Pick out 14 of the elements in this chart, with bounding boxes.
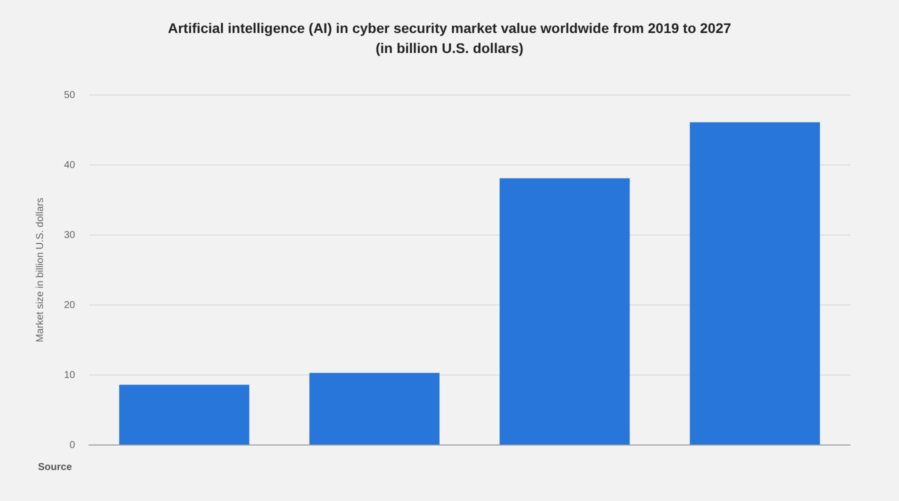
- bar: [119, 384, 250, 444]
- chart-title: Artificial intelligence (AI) in cyber security market value worldwide from 2019 to 2027: [166, 19, 732, 38]
- y-axis-title: Market size in billion U.S. dollars: [34, 198, 46, 342]
- y-tick-label: 50: [64, 90, 76, 101]
- bar: [500, 178, 630, 444]
- y-tick-label: 20: [64, 300, 76, 311]
- text: Source: [38, 462, 72, 473]
- y-tick-label: 10: [64, 370, 76, 381]
- y-tick-label: 0: [70, 440, 76, 451]
- chart-subtitle: (in billion U.S. dollars): [374, 39, 524, 58]
- y-tick-label: 30: [64, 230, 76, 241]
- bar: [309, 372, 440, 444]
- bar: [690, 122, 820, 444]
- y-tick-label: 40: [64, 160, 76, 171]
